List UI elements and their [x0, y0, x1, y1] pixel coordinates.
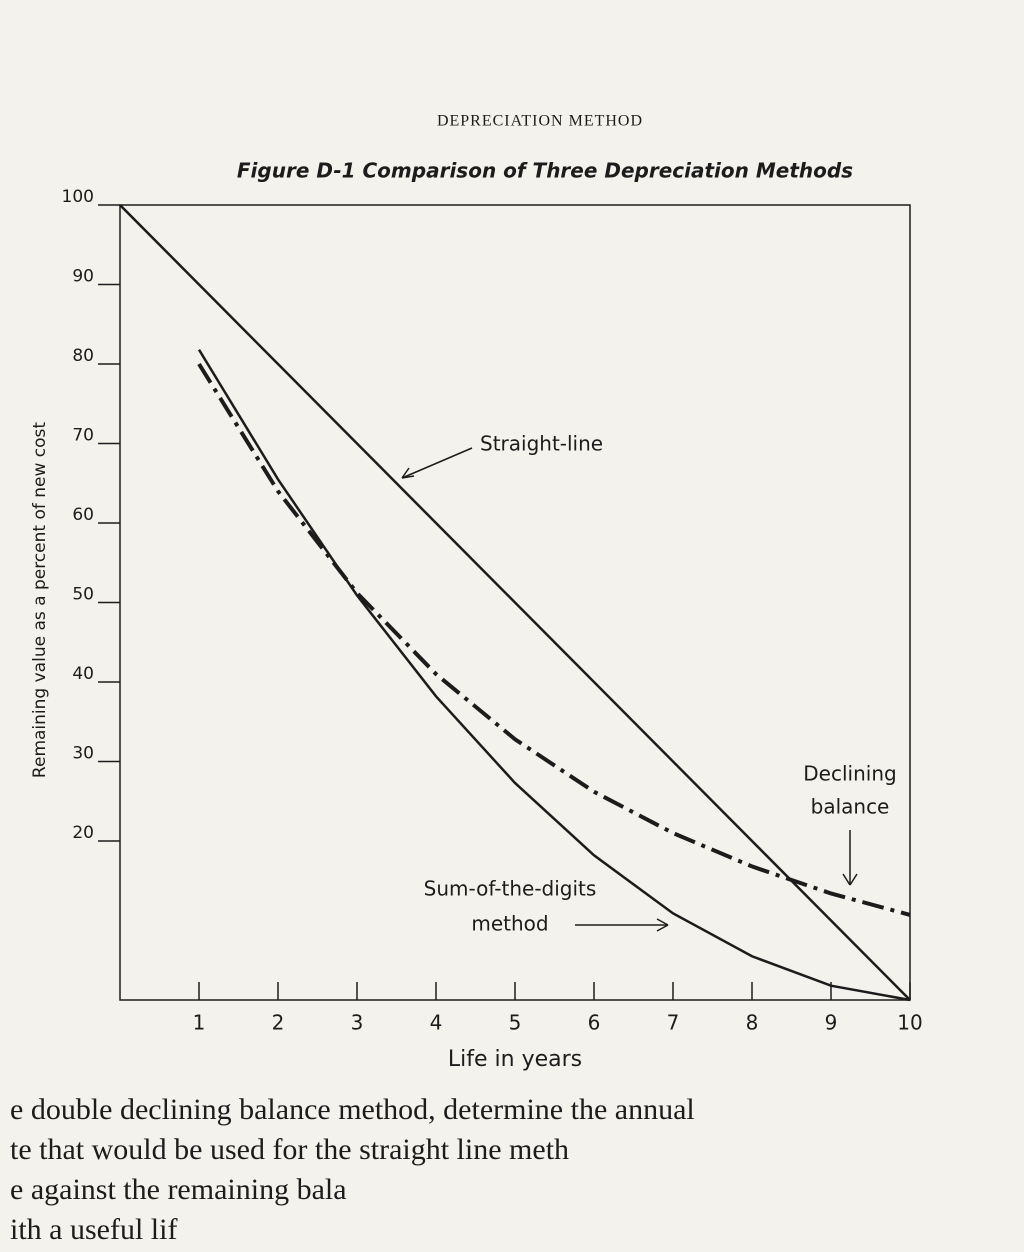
arrowhead — [656, 918, 669, 932]
x-tick-label: 4 — [430, 1011, 443, 1035]
x-tick-label: 5 — [509, 1011, 522, 1035]
arrowheads — [401, 467, 858, 932]
arrow — [401, 447, 473, 479]
body-line: e against the remaining bala — [10, 1173, 347, 1206]
page-header: DEPRECIATION METHOD — [437, 113, 643, 130]
y-tick-label: 90 — [72, 267, 94, 287]
y-tick-label: 50 — [72, 585, 94, 605]
y-axis-label: Remaining value as a percent of new cost — [30, 422, 50, 778]
series-line — [197, 349, 911, 1002]
arrowhead — [842, 873, 858, 886]
body-line: te that would be used for the straight l… — [10, 1133, 569, 1166]
y-tick-label: 80 — [72, 346, 94, 366]
y-tick-label: 70 — [72, 426, 94, 446]
annotation: balance — [811, 795, 890, 819]
y-tick-label: 100 — [62, 187, 94, 207]
annotation: Declining — [803, 762, 896, 786]
x-tick-label: 6 — [588, 1011, 601, 1035]
x-tick-label: 7 — [667, 1011, 680, 1035]
x-axis-label: Life in years — [448, 1047, 582, 1072]
x-tick-label: 2 — [272, 1011, 285, 1035]
x-tick-label: 9 — [825, 1011, 838, 1035]
series-line — [197, 362, 911, 917]
y-tick-label: 60 — [72, 505, 94, 525]
annotation: Sum-of-the-digits — [424, 877, 597, 901]
x-tick-label: 10 — [897, 1011, 922, 1035]
arrowhead — [401, 467, 415, 479]
annotation: Straight-line — [480, 432, 603, 456]
chart-title: Figure D-1 Comparison of Three Depreciat… — [237, 159, 853, 183]
series-line — [119, 204, 911, 1001]
x-tick-label: 1 — [193, 1011, 206, 1035]
x-tick-label: 3 — [351, 1011, 364, 1035]
x-tick-label: 8 — [746, 1011, 759, 1035]
y-tick-label: 30 — [72, 744, 94, 764]
annotation: method — [471, 912, 548, 936]
body-line: ith a useful lif — [10, 1213, 177, 1246]
y-tick-label: 20 — [72, 823, 94, 843]
y-tick-label: 40 — [72, 664, 94, 684]
body-line: e double declining balance method, deter… — [10, 1093, 695, 1126]
